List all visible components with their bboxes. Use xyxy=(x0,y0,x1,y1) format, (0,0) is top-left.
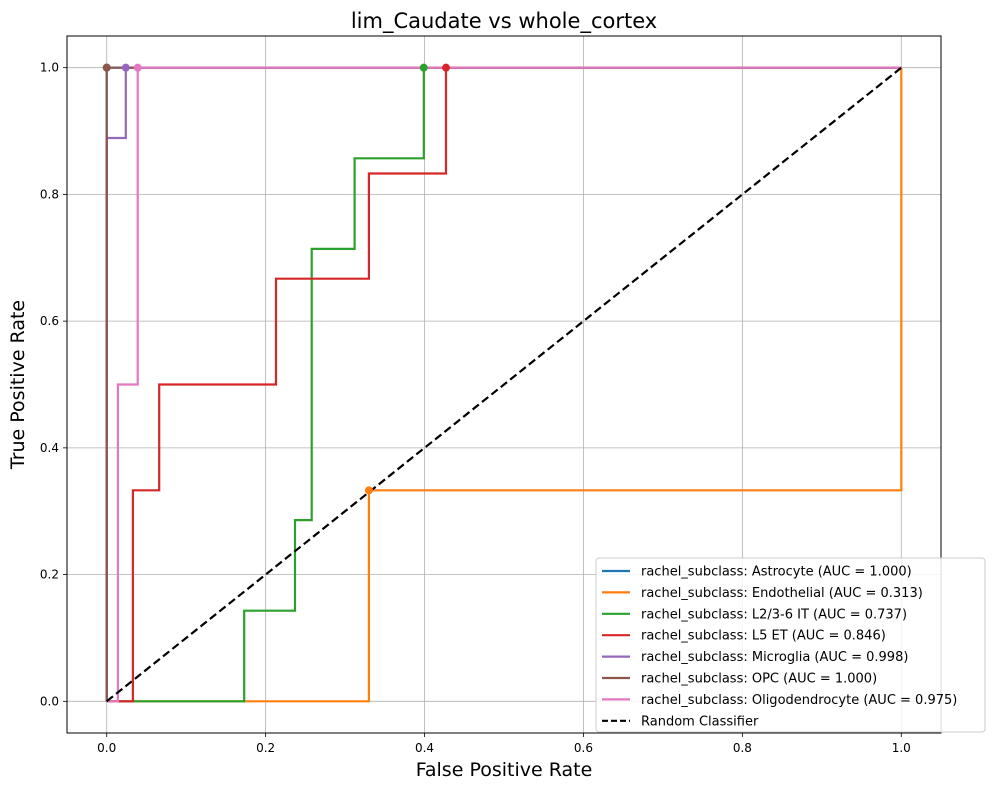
y-tick-label: 0.4 xyxy=(40,441,59,455)
series-line-6 xyxy=(106,66,902,703)
y-tick-label: 1.0 xyxy=(40,61,59,75)
y-tick-label: 0.6 xyxy=(40,314,59,328)
x-tick-label: 0.4 xyxy=(415,741,434,755)
x-tick-label: 0.2 xyxy=(256,741,275,755)
axis-ticks: 0.0 0.2 0.4 0.6 0.8 1.0 0.0 0.2 0.4 0.6 0.8 1.0 xyxy=(40,61,911,755)
plot-frame xyxy=(66,35,942,734)
x-tick-label: 0.8 xyxy=(733,741,752,755)
series-marker-6 xyxy=(133,63,142,72)
legend-label: rachel_subclass: Microglia (AUC = 0.998) xyxy=(641,650,908,665)
series-marker-4 xyxy=(121,63,130,72)
legend-label: Random Classifier xyxy=(641,714,759,729)
legend-label: rachel_subclass: L5 ET (AUC = 0.846) xyxy=(641,629,886,644)
legend: rachel_subclass: Astrocyte (AUC = 1.000)… xyxy=(595,557,986,733)
series-line-2 xyxy=(106,66,902,703)
series-marker-1 xyxy=(364,486,373,495)
y-tick-label: 0.8 xyxy=(40,187,59,201)
legend-box xyxy=(595,557,986,733)
series-markers xyxy=(102,63,450,495)
x-axis-label: False Positive Rate xyxy=(416,759,593,781)
series-marker-2 xyxy=(419,63,428,72)
y-tick-label: 0.2 xyxy=(40,568,59,582)
legend-label: rachel_subclass: Endothelial (AUC = 0.31… xyxy=(641,586,923,601)
y-axis-label: True Positive Rate xyxy=(7,300,29,470)
series-marker-5 xyxy=(102,63,111,72)
x-tick-label: 1.0 xyxy=(892,741,911,755)
y-tick-label: 0.0 xyxy=(40,694,59,708)
chart-title: lim_Caudate vs whole_cortex xyxy=(351,9,657,34)
series-line-3 xyxy=(106,66,902,703)
series-line-7 xyxy=(106,66,902,703)
legend-label: rachel_subclass: L2/3-6 IT (AUC = 0.737) xyxy=(641,607,907,622)
legend-label: rachel_subclass: Astrocyte (AUC = 1.000) xyxy=(641,565,912,580)
legend-label: rachel_subclass: Oligodendrocyte (AUC = … xyxy=(641,693,957,708)
x-tick-label: 0.6 xyxy=(574,741,593,755)
x-tick-label: 0.0 xyxy=(97,741,116,755)
legend-label: rachel_subclass: OPC (AUC = 1.000) xyxy=(641,672,877,687)
series-marker-3 xyxy=(441,63,450,72)
